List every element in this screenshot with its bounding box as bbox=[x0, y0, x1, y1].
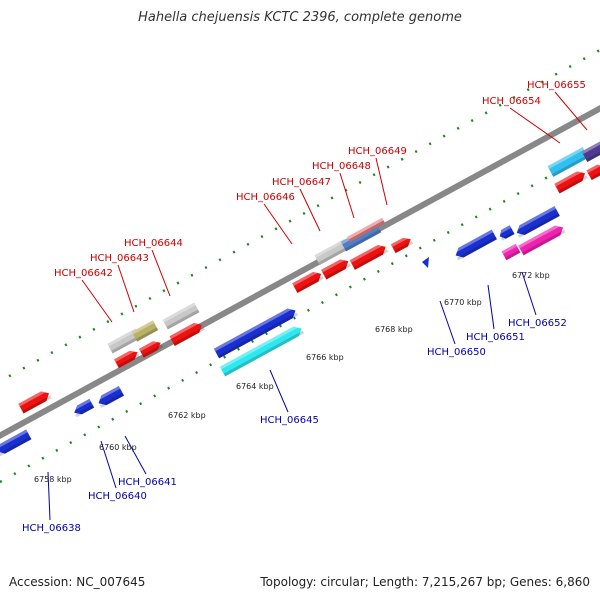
connector-line bbox=[439, 300, 456, 345]
gene-label: HCH_06645 bbox=[260, 415, 319, 426]
gene-block-1 bbox=[0, 429, 32, 457]
connector-line bbox=[100, 440, 117, 489]
gene-block-0 bbox=[18, 388, 52, 414]
gene-block-17 bbox=[349, 242, 389, 270]
gene-block-22 bbox=[501, 243, 521, 261]
gene-block-21 bbox=[514, 206, 560, 238]
scale-tick-label: 6758 kbp bbox=[34, 475, 72, 484]
gene-block-3 bbox=[95, 385, 125, 409]
gene-block-5 bbox=[131, 320, 159, 342]
scale-tick-label: 6770 kbp bbox=[444, 298, 482, 307]
accession-text: Accession: NC_007645 bbox=[9, 575, 146, 589]
gene-labels: HCH_06638 HCH_06640 HCH_06641 HCH_06642 HCH_… bbox=[22, 80, 586, 534]
gene-label: HCH_06641 bbox=[118, 477, 177, 488]
gene-block-12 bbox=[292, 268, 324, 294]
tick-track-1 bbox=[0, 146, 600, 484]
gene-block-6 bbox=[114, 347, 140, 369]
gene-block-4 bbox=[107, 328, 141, 354]
tick-labels: 6758 kbp 6760 kbp 6762 kbp 6764 kbp 6766 kbp… bbox=[34, 271, 550, 484]
gene-label: HCH_06642 bbox=[54, 268, 113, 279]
gene-block-20 bbox=[497, 225, 515, 241]
connector-line bbox=[263, 203, 293, 245]
connector-line bbox=[375, 157, 388, 206]
gene-label: HCH_06655 bbox=[527, 80, 586, 91]
gene-block-16 bbox=[347, 217, 385, 243]
gene-label: HCH_06650 bbox=[427, 347, 486, 358]
gene-label: HCH_06646 bbox=[236, 192, 295, 203]
connector-line bbox=[339, 172, 355, 219]
backbone-line bbox=[0, 105, 600, 439]
scale-tick-label: 6768 kbp bbox=[375, 325, 413, 334]
gene-block-9 bbox=[169, 320, 205, 346]
connector-line bbox=[487, 284, 495, 330]
connector-line bbox=[554, 91, 588, 131]
gene-block-8 bbox=[162, 302, 200, 330]
gene-block-23 bbox=[518, 222, 566, 256]
gene-label: HCH_06643 bbox=[90, 253, 149, 264]
gene-block-18 bbox=[390, 234, 414, 254]
scale-tick-label: 6762 kbp bbox=[168, 411, 206, 420]
map-title: Hahella chejuensis KCTC 2396, complete g… bbox=[138, 10, 462, 25]
label-connectors bbox=[47, 91, 588, 521]
gene-features bbox=[0, 139, 600, 457]
gene-label: HCH_06649 bbox=[348, 146, 407, 157]
connector-line bbox=[124, 435, 147, 475]
direction-marker-icon bbox=[422, 257, 429, 268]
scale-tick-label: 6766 kbp bbox=[306, 353, 344, 362]
connector-line bbox=[509, 107, 561, 144]
gene-block-7 bbox=[138, 338, 164, 358]
gene-label: HCH_06644 bbox=[124, 238, 183, 249]
gene-block-13 bbox=[321, 256, 351, 280]
gene-block-10 bbox=[213, 305, 299, 359]
connector-line bbox=[521, 271, 537, 316]
gene-block-24 bbox=[547, 147, 589, 177]
gene-label: HCH_06651 bbox=[466, 332, 525, 343]
connector-line bbox=[81, 279, 113, 323]
scale-tick-label: 6760 kbp bbox=[99, 443, 137, 452]
gene-label: HCH_06654 bbox=[482, 96, 541, 107]
connector-line bbox=[299, 188, 321, 232]
connector-line bbox=[117, 264, 135, 313]
gene-block-19 bbox=[453, 229, 497, 261]
genome-backbone bbox=[0, 105, 600, 439]
connector-line bbox=[151, 249, 171, 297]
scale-tick-label: 6772 kbp bbox=[512, 271, 550, 280]
gene-block-2 bbox=[71, 398, 95, 418]
gene-label: HCH_06640 bbox=[88, 491, 147, 502]
connector-line bbox=[47, 471, 51, 521]
genome-summary: Topology: circular; Length: 7,215,267 bp… bbox=[260, 575, 590, 589]
gene-block-14 bbox=[314, 239, 350, 265]
gene-label: HCH_06647 bbox=[272, 177, 331, 188]
scale-tick-label: 6764 kbp bbox=[236, 382, 274, 391]
gene-block-25 bbox=[581, 139, 600, 163]
gene-label: HCH_06638 bbox=[22, 523, 81, 534]
gene-label: HCH_06652 bbox=[508, 318, 567, 329]
connector-line bbox=[269, 369, 289, 413]
gene-block-27 bbox=[586, 161, 600, 181]
gene-block-11 bbox=[219, 323, 305, 377]
gene-block-26 bbox=[554, 168, 588, 194]
gene-label: HCH_06648 bbox=[312, 161, 371, 172]
